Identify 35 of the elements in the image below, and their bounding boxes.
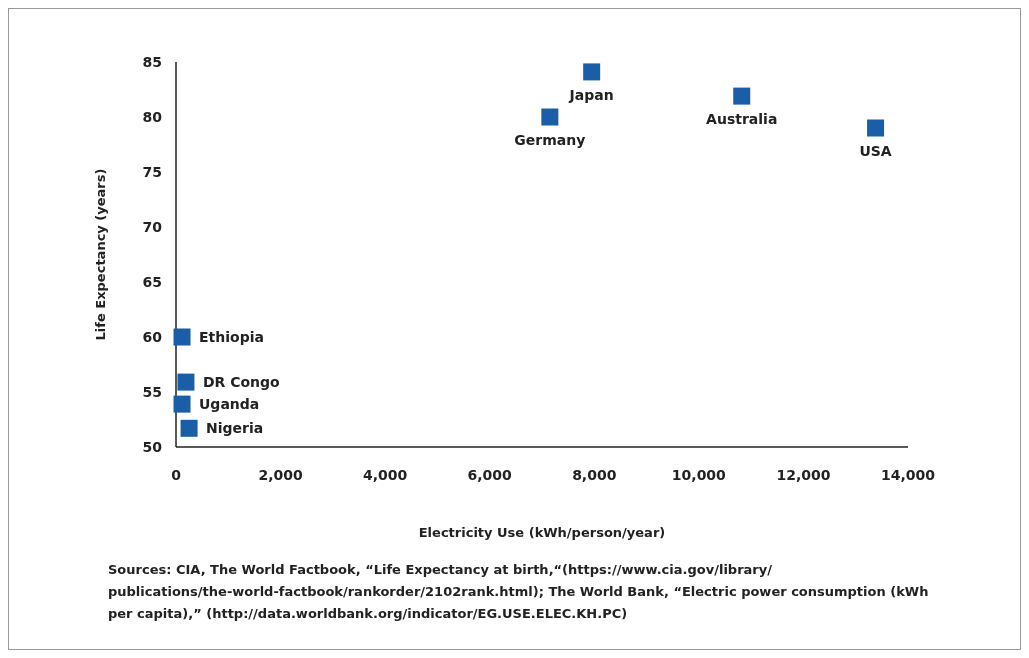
point <box>177 373 195 391</box>
x-tick-label: 6,000 <box>467 467 513 483</box>
series-label: Australia <box>706 111 778 128</box>
x-tick-label: 2,000 <box>258 467 303 483</box>
series-label: USA <box>859 143 892 159</box>
series-label: Nigeria <box>206 420 264 437</box>
y-tick-label: 50 <box>142 439 163 455</box>
x-tick-label: 0 <box>171 467 182 483</box>
series-label: DR Congo <box>202 374 281 391</box>
point <box>733 87 751 105</box>
x-tick-label: 10,000 <box>671 467 727 483</box>
x-tick-label: 12,000 <box>776 467 831 483</box>
series-label: Germany <box>514 132 586 148</box>
y-tick-label: 55 <box>142 384 162 400</box>
x-tick-label: 4,000 <box>362 467 408 483</box>
y-tick-label: 60 <box>142 329 163 345</box>
point <box>867 119 885 137</box>
point <box>173 395 191 413</box>
series-label: Ethiopia <box>199 329 264 345</box>
x-axis-title: Electricity Use (kWh/person/year) <box>418 525 666 540</box>
y-tick-label: 80 <box>142 109 163 125</box>
x-tick-label: 8,000 <box>572 467 617 483</box>
series-label: Uganda <box>199 396 260 413</box>
series-label: Japan <box>568 86 614 103</box>
y-tick-label: 70 <box>142 219 163 235</box>
point <box>541 108 559 126</box>
point <box>583 63 601 81</box>
point <box>180 419 198 437</box>
source-note: Sources: CIA, The World Factbook, “Life Expectancy at birth,“(https://www.cia.gov/library/ publications/the-world-factbook/rankorder/2102rank.html); The World Bank, “Electric power consumption (kWh per capita),” (http://data.worldbank.org/indicator/EG.USE.ELEC.KH.PC) <box>108 562 929 621</box>
x-tick-label: 14,000 <box>880 467 936 483</box>
y-tick-label: 65 <box>142 274 162 290</box>
y-tick-label: 85 <box>142 54 162 70</box>
y-tick-label: 75 <box>142 164 162 180</box>
y-axis-title: Life Expectancy (years) <box>93 168 108 341</box>
point <box>173 328 191 346</box>
